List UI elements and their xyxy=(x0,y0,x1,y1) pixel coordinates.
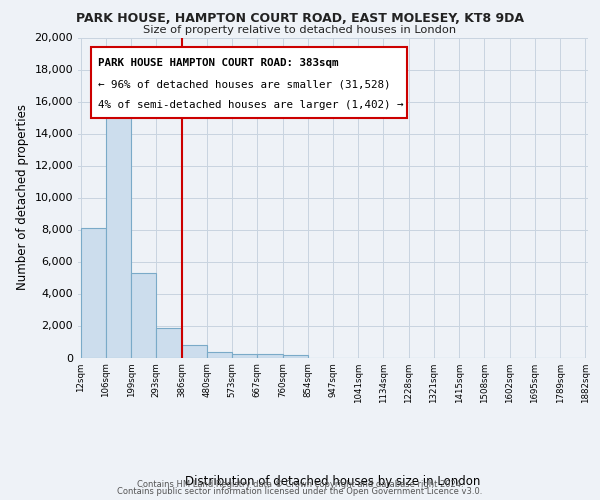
Bar xyxy=(131,272,156,358)
Bar xyxy=(283,355,308,358)
Text: PARK HOUSE, HAMPTON COURT ROAD, EAST MOLESEY, KT8 9DA: PARK HOUSE, HAMPTON COURT ROAD, EAST MOL… xyxy=(76,12,524,26)
Text: PARK HOUSE HAMPTON COURT ROAD: 383sqm: PARK HOUSE HAMPTON COURT ROAD: 383sqm xyxy=(98,58,339,68)
Text: Contains public sector information licensed under the Open Government Licence v3: Contains public sector information licen… xyxy=(118,488,482,496)
Bar xyxy=(156,328,182,358)
Bar xyxy=(207,352,232,358)
FancyBboxPatch shape xyxy=(91,47,407,118)
Bar xyxy=(106,94,131,358)
Bar xyxy=(232,354,257,358)
Text: 4% of semi-detached houses are larger (1,402) →: 4% of semi-detached houses are larger (1… xyxy=(98,100,404,110)
Text: Contains HM Land Registry data © Crown copyright and database right 2024.: Contains HM Land Registry data © Crown c… xyxy=(137,480,463,489)
Y-axis label: Number of detached properties: Number of detached properties xyxy=(16,104,29,290)
Bar xyxy=(257,354,283,358)
Bar xyxy=(80,228,106,358)
X-axis label: Distribution of detached houses by size in London: Distribution of detached houses by size … xyxy=(185,475,481,488)
Text: ← 96% of detached houses are smaller (31,528): ← 96% of detached houses are smaller (31… xyxy=(98,79,391,89)
Bar xyxy=(182,344,207,358)
Text: Size of property relative to detached houses in London: Size of property relative to detached ho… xyxy=(143,25,457,35)
